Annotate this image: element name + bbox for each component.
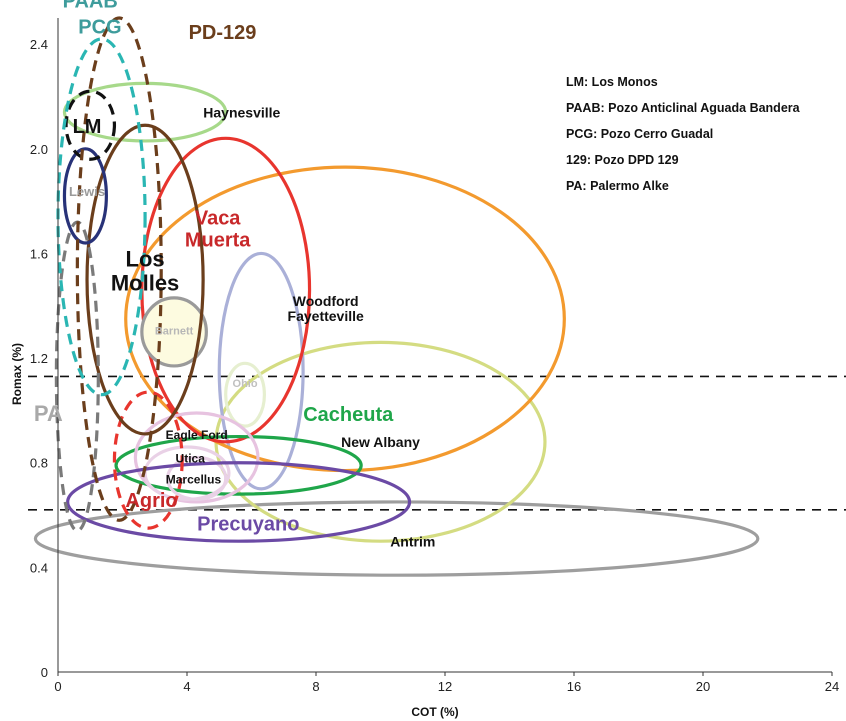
lm-ellipse (64, 89, 117, 161)
ohio-ellipse (224, 361, 266, 428)
y-axis-title: Romax (%) (10, 343, 24, 405)
x-tick-labels: 0 4 8 12 16 20 24 (54, 672, 839, 694)
x-tick-label: 0 (54, 679, 61, 694)
pa-label: PA (34, 401, 63, 426)
legend-line: PAAB: Pozo Anticlinal Aguada Bandera (566, 101, 801, 115)
legend-line: 129: Pozo DPD 129 (566, 153, 679, 167)
y-tick-label: 0 (41, 665, 48, 680)
y-tick-labels: 0 0.4 0.8 1.2 1.6 2.0 2.4 (30, 37, 48, 680)
pd-129-ellipse (75, 16, 163, 522)
agrio-ellipse (112, 390, 184, 530)
haynesville-label: Haynesville (203, 104, 280, 120)
marcellus-label: Marcellus (166, 473, 222, 487)
y-tick-label: 1.2 (30, 351, 48, 366)
paab-label: PAAB (63, 0, 118, 13)
legend-text: LM: Los Monos PAAB: Pozo Anticlinal Aguad… (566, 75, 801, 193)
woodford-fayetteville-label: Woodford Fayetteville (288, 293, 364, 324)
pcg-label: PCG (78, 17, 121, 39)
x-tick-label: 20 (696, 679, 710, 694)
vaca-muerta-label: Vaca Muerta (185, 208, 251, 252)
legend-line: PCG: Pozo Cerro Guadal (566, 127, 713, 141)
barnett-label: Barnett (155, 326, 194, 338)
antrim-ellipse (33, 500, 760, 577)
woodford-fayetteville-ellipse (217, 251, 305, 491)
lm-label: LM (73, 116, 102, 138)
los-molles-label: Los Molles (111, 247, 179, 296)
lewis-ellipse (62, 147, 108, 245)
los-molles-ellipse (85, 123, 205, 436)
y-tick-label: 2.0 (30, 142, 48, 157)
haynesville-ellipse (62, 81, 228, 143)
precuyano-ellipse (66, 461, 412, 543)
utica-label: Utica (176, 452, 206, 466)
x-tick-label: 8 (312, 679, 319, 694)
plot-regions (33, 16, 760, 577)
cacheuta-ellipse (114, 434, 363, 496)
eagle-ford-label: Eagle Ford (166, 428, 228, 442)
legend-line: LM: Los Monos (566, 75, 658, 89)
x-tick-label: 4 (183, 679, 190, 694)
y-tick-label: 0.4 (30, 560, 48, 575)
ohio-label: Ohio (233, 378, 258, 390)
lewis-label: Lewis (69, 184, 105, 199)
new-albany-label: New Albany (341, 434, 420, 450)
y-tick-label: 0.8 (30, 456, 48, 471)
region-labels: Antrim New Albany Woodford Fayetteville Ohio… (34, 0, 435, 549)
x-tick-label: 16 (567, 679, 581, 694)
antrim-label: Antrim (390, 533, 435, 549)
x-tick-label: 24 (825, 679, 839, 694)
y-tick-label: 2.4 (30, 37, 48, 52)
agrio-label: Agrio (125, 490, 177, 512)
eagle-ford-ellipse (133, 411, 260, 504)
x-tick-label: 12 (438, 679, 452, 694)
pd-129-label: PD-129 (189, 22, 257, 44)
pcg-ellipse (56, 37, 147, 397)
precuyano-label: Precuyano (197, 514, 299, 536)
y-tick-label: 1.6 (30, 246, 48, 261)
x-axis-title: COT (%) (411, 705, 458, 719)
marcellus-ellipse (166, 455, 228, 501)
cacheuta-label: Cacheuta (303, 404, 394, 426)
legend-line: PA: Palermo Alke (566, 179, 669, 193)
